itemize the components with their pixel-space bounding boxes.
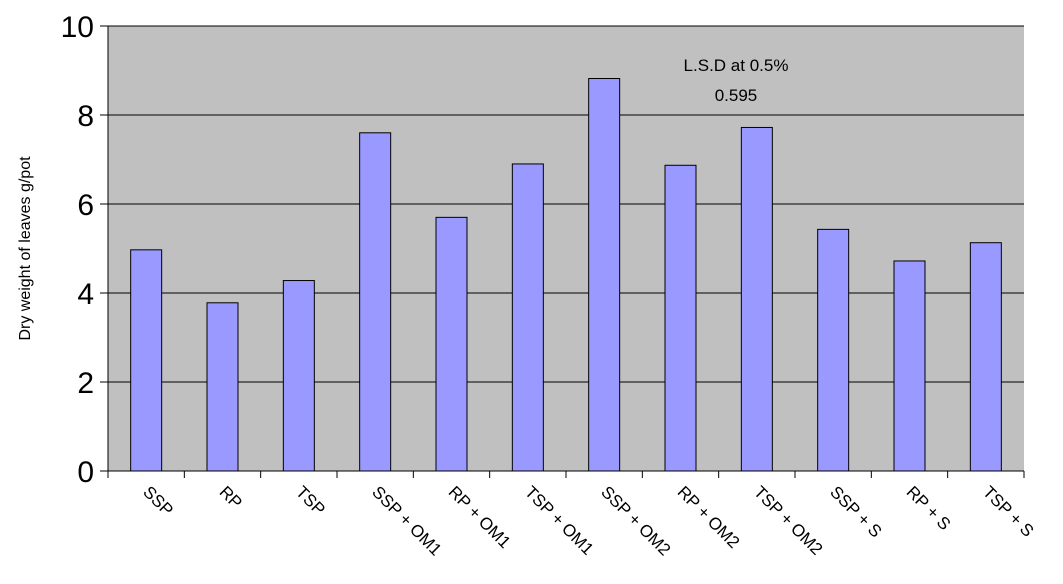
plot-area — [108, 26, 1024, 471]
bar — [359, 132, 392, 472]
axes — [107, 26, 1025, 478]
bar — [511, 163, 544, 472]
bar — [588, 78, 621, 472]
bar — [206, 302, 239, 472]
y-tick-label: 4 — [77, 278, 94, 311]
x-tick-label: RP + OM2 — [674, 482, 744, 552]
y-tick-label: 8 — [77, 100, 94, 133]
x-tick-label: SSP + OM2 — [597, 482, 674, 559]
x-tick-label: RP + OM1 — [445, 482, 515, 552]
bar — [130, 249, 163, 472]
x-axis-labels: SSP RP TSP SSP + OM1 RP + OM1 TSP + OM1 SSP + … — [139, 482, 1037, 559]
x-tick-label: TSP + S — [979, 482, 1037, 540]
x-tick-label: SSP + S — [826, 482, 885, 541]
bar — [817, 228, 850, 472]
y-tick-label: 2 — [77, 367, 94, 400]
y-tick-label: 10 — [61, 11, 94, 44]
y-axis-ticks: 0 2 4 6 8 10 — [61, 11, 108, 489]
lsd-annotation-value: 0.595 — [715, 86, 758, 105]
bar — [740, 126, 773, 472]
x-tick-label: SSP + OM1 — [368, 482, 445, 559]
x-tick-label: TSP — [292, 482, 329, 519]
bar — [282, 280, 315, 472]
bar — [969, 242, 1002, 472]
x-tick-label: SSP — [139, 482, 176, 519]
y-tick-label: 0 — [77, 456, 94, 489]
gridlines — [108, 25, 1024, 383]
y-tick-label: 6 — [77, 189, 94, 222]
bar — [893, 260, 926, 472]
x-tick-label: TSP + OM2 — [750, 482, 826, 558]
bars — [130, 78, 1002, 472]
lsd-annotation-label: L.S.D at 0.5% — [684, 56, 789, 75]
y-axis-title: Dry weight of leaves g/pot — [17, 156, 34, 341]
x-tick-label: TSP + OM1 — [521, 482, 597, 558]
x-tick-label: RP — [216, 482, 246, 512]
bar — [664, 164, 697, 472]
bar — [435, 216, 468, 472]
x-tick-label: RP + S — [903, 482, 955, 534]
